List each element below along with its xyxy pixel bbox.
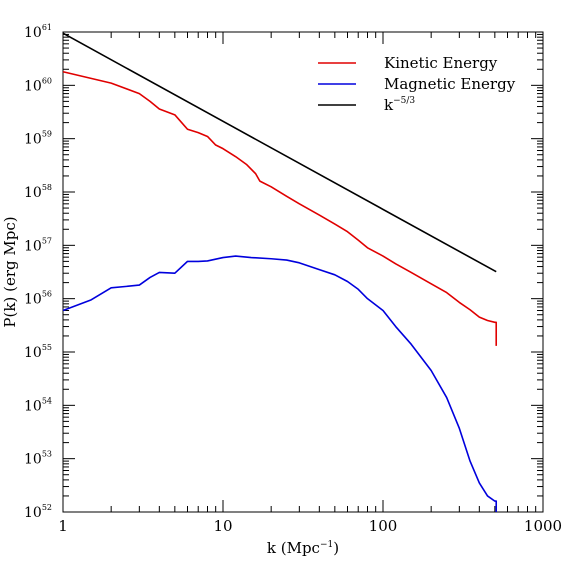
x-tick-labels: 1 10 100 1000 <box>58 517 562 535</box>
series-lines <box>62 32 498 512</box>
legend-label: k−5/3 <box>384 96 415 114</box>
plot-frame <box>62 31 544 513</box>
axis-ticks <box>62 32 543 513</box>
y-tick-label: 1061 <box>24 23 52 41</box>
legend-label: Kinetic Energy <box>384 54 498 72</box>
series-line-0 <box>62 70 498 346</box>
series-line-1 <box>62 255 498 512</box>
series-line-2 <box>62 32 497 273</box>
x-axis-label: k (Mpc−1) <box>267 539 339 557</box>
y-tick-label: 1054 <box>24 396 52 414</box>
y-tick-label: 1052 <box>24 503 52 521</box>
x-tick-label: 100 <box>369 517 398 535</box>
x-tick-label: 10 <box>213 517 232 535</box>
x-tick-label: 1000 <box>524 517 562 535</box>
legend: Kinetic Energy Magnetic Energy k−5/3 <box>318 54 516 114</box>
y-tick-label: 1060 <box>24 76 52 94</box>
y-tick-label: 1057 <box>24 236 52 254</box>
y-axis-label: P(k) (erg Mpc) <box>1 216 19 327</box>
y-tick-label: 1058 <box>24 183 52 201</box>
x-tick-label: 1 <box>58 517 68 535</box>
y-tick-label: 1055 <box>24 343 52 361</box>
y-tick-label: 1059 <box>24 130 52 148</box>
y-tick-labels: 1052 1053 1054 1055 1056 1057 1058 1059 1060 1061 <box>24 23 52 521</box>
y-tick-label: 1056 <box>24 290 52 308</box>
legend-label: Magnetic Energy <box>384 75 516 93</box>
y-tick-label: 1053 <box>24 450 52 468</box>
